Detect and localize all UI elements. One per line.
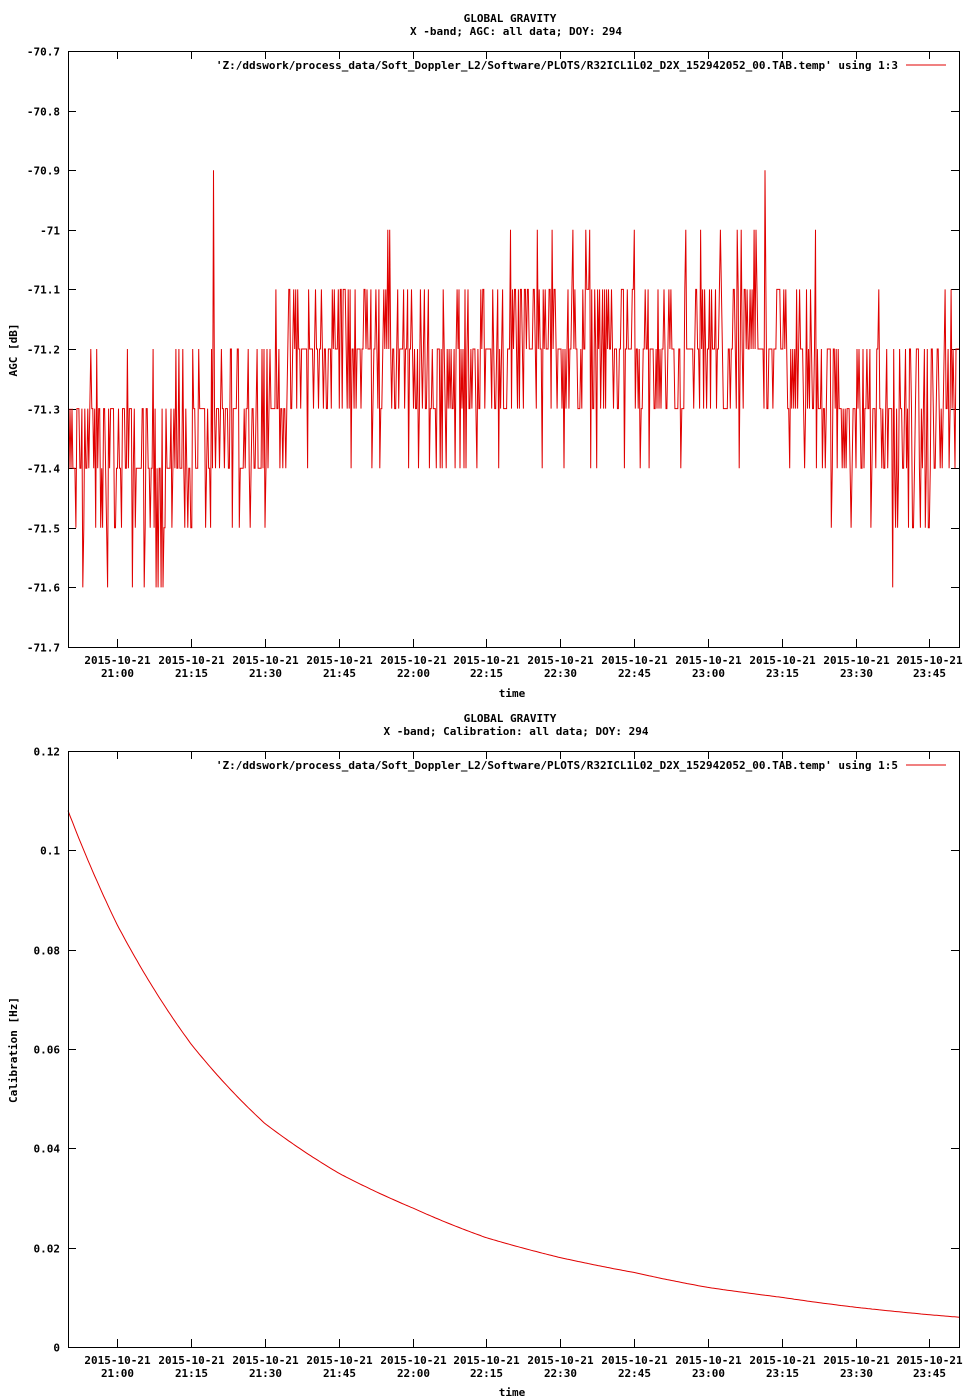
- y-tick-label: 0.04: [34, 1143, 61, 1156]
- x-tick-label-date: 2015-10-21: [527, 1354, 594, 1367]
- x-tick-label-time: 23:00: [692, 1367, 725, 1380]
- x-tick-label-time: 21:00: [101, 1367, 134, 1380]
- x-tick-label-time: 21:30: [249, 1367, 282, 1380]
- y-tick-label: -71.4: [27, 463, 60, 476]
- y-tick-label: 0: [53, 1342, 60, 1355]
- y-tick-label: -71.5: [27, 523, 60, 536]
- agc-series-line: [68, 170, 959, 588]
- x-tick-label-date: 2015-10-21: [453, 654, 520, 667]
- x-tick-label-date: 2015-10-21: [601, 1354, 668, 1367]
- y-tick-label: 0.08: [34, 945, 61, 958]
- x-tick-label-time: 22:45: [618, 1367, 651, 1380]
- y-tick-label: -71.1: [27, 284, 60, 297]
- axis-ticks: [68, 751, 959, 1348]
- tick-labels: 0.120.10.080.060.040.0202015-10-2121:002…: [34, 746, 963, 1381]
- x-axis-label: time: [499, 687, 526, 700]
- x-tick-label-date: 2015-10-21: [896, 1354, 963, 1367]
- x-tick-label-date: 2015-10-21: [823, 1354, 890, 1367]
- x-tick-label-time: 21:30: [249, 667, 282, 680]
- x-tick-label-time: 22:30: [544, 1367, 577, 1380]
- plot-frame: [68, 51, 960, 648]
- x-tick-label-date: 2015-10-21: [749, 654, 816, 667]
- x-tick-label-time: 23:45: [913, 667, 946, 680]
- y-tick-label: -70.8: [27, 106, 60, 119]
- x-tick-label-date: 2015-10-21: [675, 1354, 742, 1367]
- y-axis-label: Calibration [Hz]: [7, 997, 20, 1103]
- y-tick-label: -71: [40, 225, 60, 238]
- y-tick-label: -71.6: [27, 582, 60, 595]
- x-tick-label-date: 2015-10-21: [306, 1354, 373, 1367]
- agc-panel: GLOBAL GRAVITY X -band; AGC: all data; D…: [7, 12, 963, 700]
- x-tick-label-date: 2015-10-21: [158, 654, 225, 667]
- chart-subtitle: X -band; Calibration: all data; DOY: 294: [384, 725, 649, 738]
- x-tick-label-time: 21:15: [175, 1367, 208, 1380]
- y-tick-label: -71.3: [27, 404, 60, 417]
- x-tick-label-time: 23:00: [692, 667, 725, 680]
- x-tick-label-time: 22:15: [470, 1367, 503, 1380]
- x-tick-label-date: 2015-10-21: [896, 654, 963, 667]
- x-axis-label: time: [499, 1386, 526, 1399]
- y-tick-label: -70.7: [27, 46, 60, 59]
- x-tick-label-date: 2015-10-21: [453, 1354, 520, 1367]
- x-tick-label-date: 2015-10-21: [158, 1354, 225, 1367]
- legend-label: 'Z:/ddswork/process_data/Soft_Doppler_L2…: [216, 59, 898, 72]
- x-tick-label-time: 23:15: [766, 667, 799, 680]
- x-tick-label-time: 22:15: [470, 667, 503, 680]
- y-axis-label: AGC [dB]: [7, 324, 20, 377]
- x-tick-label-time: 22:45: [618, 667, 651, 680]
- x-tick-label-time: 21:45: [323, 1367, 356, 1380]
- x-tick-label-date: 2015-10-21: [380, 654, 447, 667]
- x-tick-label-date: 2015-10-21: [84, 1354, 151, 1367]
- x-tick-label-date: 2015-10-21: [823, 654, 890, 667]
- x-tick-label-date: 2015-10-21: [380, 1354, 447, 1367]
- x-tick-label-time: 22:00: [397, 1367, 430, 1380]
- chart-subtitle: X -band; AGC: all data; DOY: 294: [410, 25, 622, 38]
- y-tick-label: -70.9: [27, 165, 60, 178]
- x-tick-label-time: 23:30: [840, 667, 873, 680]
- x-tick-label-time: 23:45: [913, 1367, 946, 1380]
- y-tick-label: 0.12: [34, 746, 61, 759]
- axis-ticks: [68, 51, 959, 648]
- x-tick-label-date: 2015-10-21: [601, 654, 668, 667]
- calibration-series-line: [67, 810, 960, 1318]
- chart-title: GLOBAL GRAVITY: [464, 12, 557, 25]
- x-tick-label-time: 22:30: [544, 667, 577, 680]
- x-tick-label-date: 2015-10-21: [749, 1354, 816, 1367]
- x-tick-label-time: 22:00: [397, 667, 430, 680]
- plot-frame: [68, 751, 960, 1348]
- x-tick-label-date: 2015-10-21: [232, 1354, 299, 1367]
- x-tick-label-date: 2015-10-21: [675, 654, 742, 667]
- legend-label: 'Z:/ddswork/process_data/Soft_Doppler_L2…: [216, 759, 898, 772]
- x-tick-label-time: 23:30: [840, 1367, 873, 1380]
- x-tick-label-date: 2015-10-21: [232, 654, 299, 667]
- y-tick-label: 0.06: [34, 1044, 61, 1057]
- chart-title: GLOBAL GRAVITY: [464, 712, 557, 725]
- y-tick-label: 0.02: [34, 1243, 61, 1256]
- x-tick-label-time: 21:45: [323, 667, 356, 680]
- y-tick-label: -71.2: [27, 344, 60, 357]
- x-tick-label-date: 2015-10-21: [84, 654, 151, 667]
- calibration-panel: GLOBAL GRAVITY X -band; Calibration: all…: [7, 712, 963, 1399]
- y-tick-label: 0.1: [40, 845, 60, 858]
- x-tick-label-time: 21:00: [101, 667, 134, 680]
- x-tick-label-date: 2015-10-21: [306, 654, 373, 667]
- x-tick-label-time: 23:15: [766, 1367, 799, 1380]
- x-tick-label-time: 21:15: [175, 667, 208, 680]
- x-tick-label-date: 2015-10-21: [527, 654, 594, 667]
- y-tick-label: -71.7: [27, 642, 60, 655]
- tick-labels: -70.7 -70.8 -70.9 -71 -71.1 -71.2 -71.3 -71.4 -7…: [27, 46, 963, 681]
